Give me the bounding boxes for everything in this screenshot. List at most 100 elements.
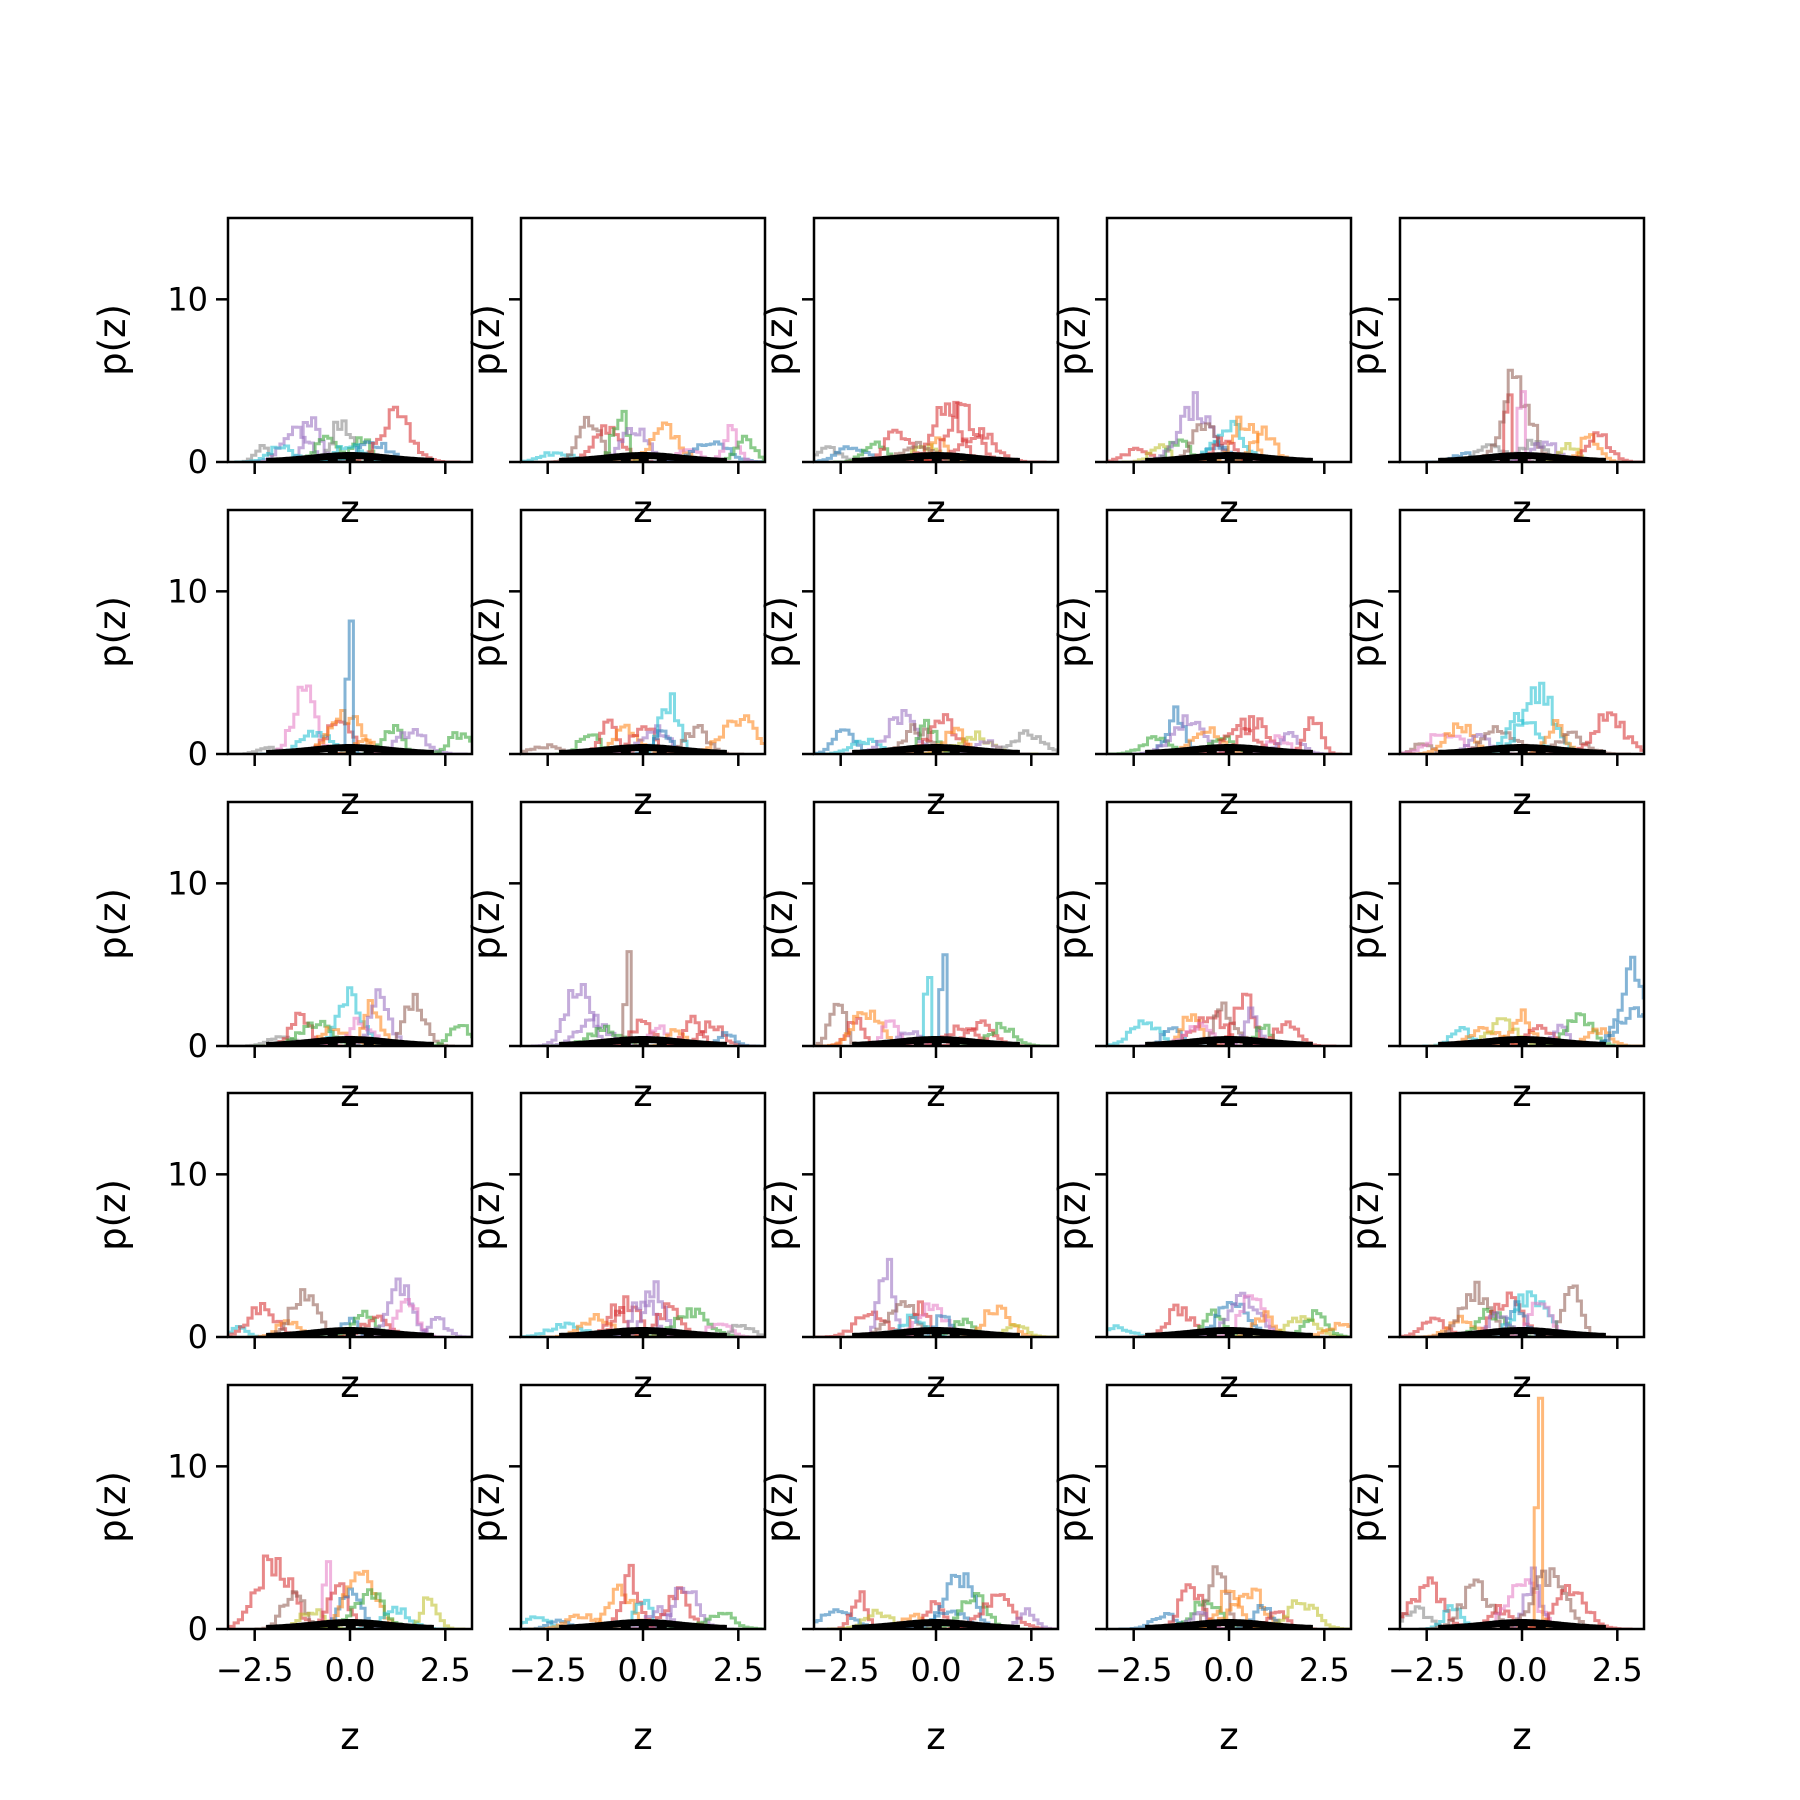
plot-area: [1118, 1565, 1351, 1629]
axes-frame: [226, 1383, 474, 1631]
plot-area: [228, 1554, 466, 1629]
subplot-r5-c3: −2.5 0.0 2.5 z p(z): [758, 1383, 1060, 1758]
axes-frame: [1105, 800, 1353, 1048]
x-tick-label: 0.0: [618, 1651, 669, 1689]
subplot-r1-c2: zp(z): [465, 216, 767, 531]
y-axis-label: p(z): [1344, 1471, 1387, 1543]
plot-area: [1400, 1280, 1611, 1337]
y-tick-label: 0: [188, 735, 208, 773]
x-tick-label: 2.5: [713, 1651, 764, 1689]
plot-area: [521, 409, 765, 462]
axes-frame: [226, 216, 474, 464]
y-axis-label: p(z): [1051, 1179, 1094, 1251]
y-axis-label: p(z): [1051, 1471, 1094, 1543]
subplot-r4-c3: zp(z): [758, 1091, 1060, 1406]
axes-frame: [1105, 1091, 1353, 1339]
subplot-r4-c2: zp(z): [465, 1091, 767, 1406]
y-axis-label: p(z): [1051, 596, 1094, 668]
x-tick-label: −2.5: [802, 1651, 880, 1689]
plot-area: [1400, 1396, 1633, 1629]
axes-frame: [226, 800, 474, 1048]
y-axis-label: p(z): [1051, 304, 1094, 376]
plot-area: [1107, 391, 1313, 462]
histogram-series-8: [334, 405, 461, 462]
y-axis-label: p(z): [465, 888, 508, 960]
x-tick-label: 0.0: [1204, 1651, 1255, 1689]
x-tick-label: 2.5: [420, 1651, 471, 1689]
y-axis-label: p(z): [91, 1471, 134, 1543]
subplot-r5-c2: −2.5 0.0 2.5 z p(z): [465, 1383, 767, 1758]
y-axis-label: p(z): [1344, 1179, 1387, 1251]
subplot-r2-c2: zp(z): [465, 508, 767, 823]
y-tick-label: 0: [188, 1027, 208, 1065]
x-axis-label: z: [340, 1715, 359, 1758]
y-axis-label: p(z): [465, 596, 508, 668]
y-axis-label: p(z): [758, 1179, 801, 1251]
plot-area: [229, 986, 472, 1046]
axes-frame: [519, 508, 767, 756]
plot-area: [228, 1277, 472, 1337]
axes-frame: [812, 508, 1060, 756]
histogram-series-10: [421, 1024, 472, 1046]
subplot-r1-c4: zp(z): [1051, 216, 1353, 531]
axes-frame: [812, 1091, 1060, 1339]
plot-area: [521, 1280, 765, 1337]
histogram-series-6: [917, 976, 941, 1046]
y-axis-label: p(z): [1051, 888, 1094, 960]
subplot-r4-c4: zp(z): [1051, 1091, 1353, 1406]
x-tick-label: 2.5: [1299, 1651, 1350, 1689]
plot-area: [1422, 955, 1644, 1046]
y-axis-label: p(z): [758, 888, 801, 960]
plot-area: [1107, 992, 1337, 1046]
plot-area: [814, 953, 1052, 1046]
plot-area: [1400, 681, 1644, 754]
x-tick-label: 0.0: [911, 1651, 962, 1689]
y-axis-label: p(z): [91, 1179, 134, 1251]
plot-area: [814, 1257, 1058, 1337]
y-tick-label: 0: [188, 1318, 208, 1356]
histogram-series-10: [1510, 1584, 1633, 1629]
histogram-series-8: [628, 1307, 759, 1337]
axes-frame: [812, 800, 1060, 1048]
y-axis-label: p(z): [1344, 304, 1387, 376]
y-axis-label: p(z): [1344, 888, 1387, 960]
y-axis-label: p(z): [465, 1471, 508, 1543]
x-axis-label: z: [1219, 1715, 1238, 1758]
y-tick-label: 10: [167, 1155, 208, 1193]
subplot-r5-c5: −2.5 0.0 2.5 z p(z): [1344, 1383, 1646, 1758]
x-tick-label: 0.0: [1497, 1651, 1548, 1689]
y-tick-label: 10: [167, 572, 208, 610]
subplot-r3-c2: zp(z): [465, 800, 767, 1115]
y-tick-label: 10: [167, 864, 208, 902]
subplot-r3-c3: zp(z): [758, 800, 1060, 1115]
plot-area: [1107, 705, 1343, 754]
plot-area: [814, 400, 1047, 462]
x-axis-label: z: [926, 1715, 945, 1758]
histogram-series-1: [814, 1002, 868, 1046]
y-axis-label: p(z): [465, 304, 508, 376]
axes-frame: [812, 1383, 1060, 1631]
axes-frame: [1398, 216, 1646, 464]
y-axis-label: p(z): [465, 1179, 508, 1251]
x-tick-label: 2.5: [1006, 1651, 1057, 1689]
subplot-r1-c3: zp(z): [758, 216, 1060, 531]
plot-area: [814, 709, 1058, 754]
y-tick-label: 10: [167, 1447, 208, 1485]
plot-area: [814, 1572, 1058, 1629]
plot-area: [521, 1563, 765, 1629]
y-axis-label: p(z): [758, 304, 801, 376]
x-axis-label: z: [633, 1715, 652, 1758]
subplot-r3-c4: zp(z): [1051, 800, 1353, 1115]
y-axis-label: p(z): [758, 596, 801, 668]
subplot-r2-c5: zp(z): [1344, 508, 1646, 823]
subplot-r2-c4: zp(z): [1051, 508, 1353, 823]
axes-frame: [226, 1091, 474, 1339]
y-axis-label: p(z): [91, 888, 134, 960]
x-tick-label: 0.0: [325, 1651, 376, 1689]
y-axis-label: p(z): [758, 1471, 801, 1543]
y-axis-label: p(z): [91, 596, 134, 668]
